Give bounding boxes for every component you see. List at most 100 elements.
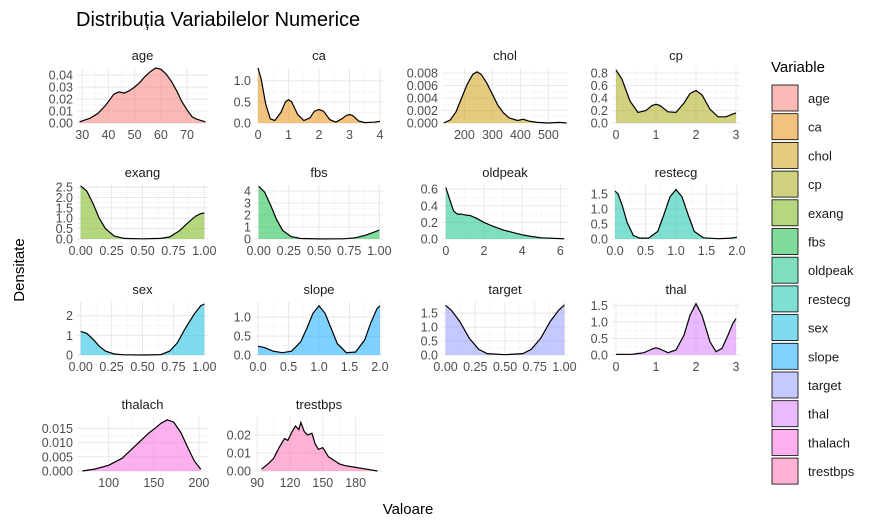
- y-tick-label: 1.0: [56, 212, 73, 226]
- density-area-sex: [80, 304, 205, 355]
- x-tick-label: 40: [101, 128, 115, 142]
- density-line-exang: [80, 185, 205, 240]
- legend-label-oldpeak: oldpeak: [808, 263, 854, 278]
- y-tick-label: 1.5: [591, 188, 608, 202]
- density-area-trestbps: [261, 422, 378, 471]
- y-tick-label: 2.5: [56, 181, 73, 195]
- y-tick-label: 0.6: [591, 79, 608, 93]
- y-tick-label: 0.00: [49, 117, 73, 131]
- x-tick-label: 0.5: [280, 360, 297, 374]
- density-area-thalach: [82, 419, 201, 471]
- x-tick-label: 0: [442, 244, 449, 258]
- y-tick-label: 0.008: [407, 67, 438, 81]
- y-tick-label: 2.0: [56, 191, 73, 205]
- density-line-slope: [257, 304, 381, 354]
- x-tick-label: 0: [613, 128, 620, 142]
- legend-label-slope: slope: [808, 349, 839, 364]
- y-tick-label: 0.01: [49, 105, 73, 119]
- legend-label-thalach: thalach: [808, 435, 850, 450]
- density-line-chol: [443, 71, 567, 124]
- y-tick-label: 0: [66, 349, 73, 363]
- y-tick-label: 0.010: [42, 436, 73, 450]
- panel-chol: chol 200 300 400 500 0.0000.0020.0040.0060.00…: [407, 48, 568, 142]
- y-tick-label: 0.0: [56, 233, 73, 247]
- x-tick-label: 0.00: [69, 244, 93, 258]
- y-tick-label: 1.5: [421, 307, 438, 321]
- facet-label-restecg: restecg: [655, 165, 698, 180]
- y-tick-label: 1: [244, 221, 251, 235]
- panel-trestbps: trestbps 90 120 150 180 0.00 0.01 0.02: [227, 397, 383, 490]
- density-area-exang: [80, 186, 205, 239]
- legend-label-age: age: [808, 91, 830, 106]
- panel-slope: slope 0.0 0.5 1.0 1.5 2.0 0.0 0.5 1.0: [234, 282, 389, 374]
- y-tick-label: 1.0: [591, 203, 608, 217]
- legend-swatch-thalach: [771, 428, 799, 456]
- y-tick-label: 0.4: [591, 92, 608, 106]
- y-tick-label: 0.00: [227, 465, 251, 479]
- legend-label-chol: chol: [808, 148, 832, 163]
- density-line-sex: [80, 303, 205, 356]
- y-tick-label: 0.04: [49, 69, 73, 83]
- x-tick-label: 1: [653, 360, 660, 374]
- y-tick-label: 0.5: [421, 335, 438, 349]
- x-tick-label: 3: [733, 128, 740, 142]
- y-tick-label: 0.0: [234, 349, 251, 363]
- y-tick-label: 0.0: [591, 117, 608, 131]
- facet-label-fbs: fbs: [310, 165, 328, 180]
- x-tick-label: 1.5: [698, 244, 715, 258]
- y-tick-label: 0.5: [56, 222, 73, 236]
- y-tick-label: 0.2: [421, 216, 438, 230]
- legend-item-target: target: [771, 371, 842, 399]
- y-tick-label: 0.8: [591, 67, 608, 81]
- legend-swatch-exang: [771, 199, 799, 227]
- legend-swatch-ca: [771, 113, 799, 141]
- x-tick-label: 1.00: [192, 244, 216, 258]
- legend-swatch-age: [771, 84, 799, 112]
- panel-ca: ca 0 1 2 3 4 0.0 0.5 1.0: [234, 48, 384, 142]
- legend-label-restecg: restecg: [808, 292, 851, 307]
- legend-label-exang: exang: [808, 206, 843, 221]
- x-tick-label: 2: [693, 128, 700, 142]
- density-line-restecg: [614, 188, 738, 240]
- x-tick-label: 3: [733, 360, 740, 374]
- x-tick-label: 60: [154, 128, 168, 142]
- x-tick-label: 0.75: [161, 244, 185, 258]
- legend-item-cp: cp: [771, 170, 822, 199]
- panel-age: age 30 40 50 60 70 0.000.010.020.030.04: [49, 48, 208, 142]
- x-tick-label: 6: [557, 244, 564, 258]
- y-tick-label: 0.000: [407, 117, 438, 131]
- x-tick-label: 120: [280, 476, 301, 490]
- facet-label-oldpeak: oldpeak: [482, 165, 528, 180]
- facet-label-chol: chol: [493, 48, 517, 63]
- legend-swatch-fbs: [771, 228, 799, 255]
- y-tick-label: 0.0: [421, 233, 438, 247]
- legend-label-sex: sex: [808, 321, 829, 336]
- x-tick-label: 4: [519, 244, 526, 258]
- facet-label-slope: slope: [303, 282, 334, 297]
- legend-swatch-trestbps: [771, 457, 799, 485]
- y-tick-label: 0.5: [234, 330, 251, 344]
- legend-item-sex: sex: [771, 313, 829, 342]
- x-tick-label: 0: [255, 128, 262, 142]
- legend-label-thal: thal: [808, 407, 829, 422]
- legend-swatch-oldpeak: [771, 256, 799, 284]
- legend-item-ca: ca: [771, 112, 823, 141]
- legend-swatch-chol: [771, 141, 799, 169]
- y-tick-label: 0.0: [591, 233, 608, 247]
- x-tick-label: 1.0: [310, 360, 327, 374]
- x-axis-label: Valoare: [383, 501, 434, 518]
- y-tick-label: 0.0: [234, 117, 251, 131]
- x-tick-label: 500: [538, 128, 559, 142]
- density-area-oldpeak: [445, 187, 565, 239]
- x-tick-label: 0.50: [493, 360, 517, 374]
- legend-item-slope: slope: [771, 342, 839, 371]
- facet-label-age: age: [132, 48, 154, 63]
- legend-label-fbs: fbs: [808, 235, 826, 250]
- x-tick-label: 1.5: [341, 360, 358, 374]
- x-tick-label: 200: [454, 128, 475, 142]
- y-tick-label: 0.0: [421, 349, 438, 363]
